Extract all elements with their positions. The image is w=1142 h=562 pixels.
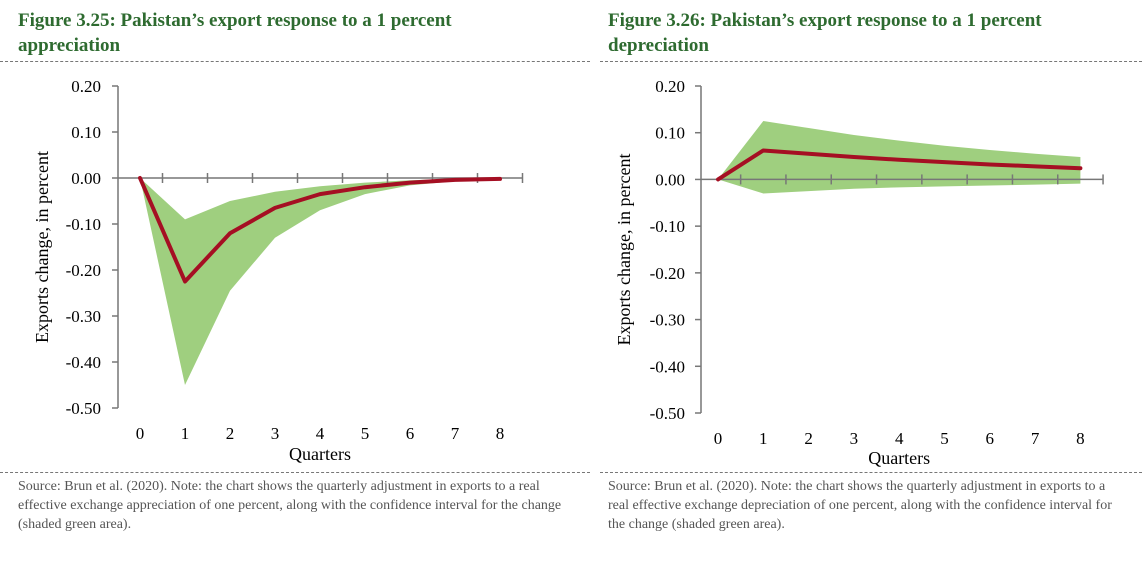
confidence-band	[718, 121, 1081, 194]
x-tick-label: 6	[986, 429, 995, 448]
x-tick-label: 5	[940, 429, 949, 448]
chart-panel-appreciation: Figure 3.25: Pakistan’s export response …	[0, 10, 590, 532]
source-note: Source: Brun et al. (2020). Note: the ch…	[18, 479, 562, 532]
y-axis-title: Exports change, in percent	[614, 154, 634, 346]
y-tick-label: -0.50	[650, 404, 685, 423]
x-tick-label: 7	[451, 424, 460, 443]
y-tick-label: -0.30	[66, 307, 101, 326]
note-divider	[600, 472, 1142, 473]
y-tick-label: 0.20	[71, 77, 101, 96]
title-divider	[0, 61, 590, 62]
y-tick-label: -0.30	[650, 311, 685, 330]
x-tick-label: 1	[759, 429, 768, 448]
series-line	[138, 176, 502, 284]
x-tick-label: 0	[714, 429, 723, 448]
x-tick-label: 2	[226, 424, 235, 443]
y-tick-label: -0.10	[66, 215, 101, 234]
x-tick-label: 0	[136, 424, 145, 443]
y-tick-label: 0.10	[71, 123, 101, 142]
y-tick-label: -0.20	[650, 264, 685, 283]
series-line	[716, 148, 1083, 182]
y-tick-label: -0.50	[66, 399, 101, 418]
y-tick-label: 0.20	[655, 77, 685, 96]
figure-title: Figure 3.25: Pakistan’s export response …	[18, 10, 452, 56]
chart-appreciation: 0.20 0.10 0.00 -0.10 -0.20 -0.30 -0.40 -0.50 0 1 2…	[32, 77, 524, 464]
x-tick-label: 2	[804, 429, 813, 448]
x-tick-label: 3	[850, 429, 859, 448]
title-divider	[600, 61, 1142, 62]
chart-depreciation: 0.20 0.10 0.00 -0.10 -0.20 -0.30 -0.40 -0.50 0 1 2…	[614, 77, 1104, 468]
y-tick-label: -0.10	[650, 217, 685, 236]
x-tick-label: 4	[895, 429, 904, 448]
chart-panel-depreciation: Figure 3.26: Pakistan’s export response …	[600, 0, 1142, 562]
x-tick-label: 1	[181, 424, 190, 443]
note-divider	[0, 472, 590, 473]
x-tick-label: 4	[316, 424, 325, 443]
x-axis-title: Quarters	[289, 444, 351, 464]
y-axis-title: Exports change, in percent	[32, 151, 52, 343]
y-tick-label: 0.00	[71, 169, 101, 188]
y-tick-label: -0.40	[66, 353, 101, 372]
confidence-band	[140, 178, 500, 385]
x-axis-title: Quarters	[868, 448, 930, 468]
y-tick-label: -0.20	[66, 261, 101, 280]
x-tick-label: 7	[1031, 429, 1040, 448]
source-note: Source: Brun et al. (2020). Note: the ch…	[608, 479, 1112, 532]
x-tick-label: 3	[271, 424, 280, 443]
x-tick-label: 8	[496, 424, 505, 443]
x-tick-label: 6	[406, 424, 415, 443]
figure-title: Figure 3.26: Pakistan’s export response …	[608, 10, 1042, 56]
x-tick-label: 8	[1076, 429, 1085, 448]
y-tick-label: -0.40	[650, 357, 685, 376]
y-tick-label: 0.10	[655, 124, 685, 143]
x-tick-label: 5	[361, 424, 370, 443]
y-tick-label: 0.00	[655, 170, 685, 189]
